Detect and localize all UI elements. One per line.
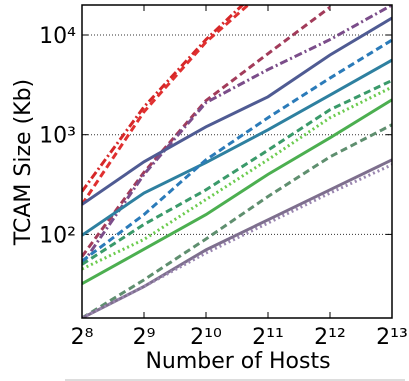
y-tick-label: 10³: [39, 124, 76, 149]
y-axis-label: TCAM Size (Kb): [11, 79, 36, 246]
plot-frame: [81, 4, 393, 319]
series-line: [82, 158, 392, 318]
series-line: [82, 5, 392, 266]
series-line: [82, 6, 331, 258]
series-line: [82, 58, 392, 237]
x-tick-label: 2⁹: [133, 325, 156, 350]
series-line: [82, 163, 392, 318]
x-tick-label: 2¹⁰: [190, 325, 222, 350]
series-line: [82, 5, 251, 206]
series-line: [82, 16, 392, 206]
y-tick-label: 10²: [39, 223, 76, 248]
series-line: [82, 38, 392, 263]
series-line: [82, 79, 392, 266]
series-line: [82, 85, 392, 271]
y-tick-label: 10⁴: [39, 24, 76, 49]
x-tick-label: 2¹¹: [252, 325, 284, 350]
x-axis-label: Number of Hosts: [145, 349, 330, 374]
plot-lines: [82, 5, 392, 318]
x-tick-label: 2¹²: [314, 325, 346, 350]
x-tick-label: 2⁸: [71, 325, 94, 350]
series-line: [82, 98, 392, 286]
x-tick-label: 2¹³: [376, 325, 408, 350]
series-line: [82, 123, 392, 318]
series-line: [82, 5, 245, 193]
